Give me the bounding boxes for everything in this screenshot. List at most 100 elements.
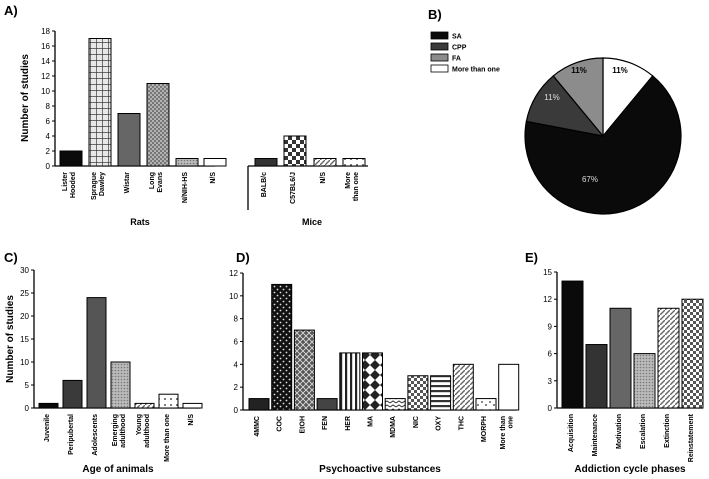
e-y-tick-label: 0 — [548, 404, 553, 413]
a-rats-x-tick-label: N/NIH-HS — [182, 172, 189, 203]
b-legend-swatch — [430, 42, 449, 51]
d-bar — [339, 352, 361, 411]
e-x-tick-label: Acquisition — [568, 414, 575, 452]
panel-label-b: B) — [428, 7, 442, 22]
d-x-tick-label: COC — [277, 416, 284, 432]
a-y-tick-label: 14 — [41, 57, 50, 66]
panel-label-d: D) — [236, 250, 250, 265]
d-x-tick-label: More thanone — [500, 416, 515, 450]
b-pie-label: 11% — [612, 66, 628, 75]
d-x-tick-label: HER — [345, 416, 352, 431]
d-y-tick-label: 10 — [229, 292, 238, 301]
d-y-tick-label: 12 — [229, 269, 238, 278]
d-y-tick-label: 4 — [234, 360, 239, 369]
d-bar — [293, 329, 315, 411]
c-bar — [158, 393, 179, 409]
c-y-tick-label: 15 — [20, 335, 29, 344]
a-group-label-mice: Mice — [302, 217, 322, 227]
c-y-tick-label: 10 — [20, 358, 29, 367]
panel-label-e: E) — [525, 250, 538, 265]
e-x-tick-label: Reinstatement — [688, 413, 695, 462]
a-rats-bar — [59, 150, 83, 167]
e-bar — [681, 298, 704, 409]
a-y-tick-label: 10 — [41, 87, 50, 96]
a-rats-x-tick-label: Wistar — [124, 172, 131, 194]
c-bar — [182, 402, 203, 409]
b-legend-label: SA — [452, 34, 462, 41]
chart-layer: A) B) C) D) E) 0 2 4 6 8 10 12 14 16 18 Number of studi… — [4, 3, 704, 475]
a-y-tick-label: 16 — [41, 42, 50, 51]
e-bar — [633, 353, 656, 409]
d-bar — [498, 363, 520, 411]
a-y-tick-label: 12 — [41, 72, 50, 81]
b-legend-label: FA — [452, 56, 461, 63]
c-y-axis-label: Number of studies — [5, 295, 16, 383]
a-rats-bar — [117, 113, 141, 167]
d-x-tick-label: MDMA — [390, 416, 397, 438]
b-pie-label: 67% — [582, 175, 598, 184]
a-mice-x-tick-label: N/S — [320, 172, 327, 184]
a-rats-bar — [175, 158, 199, 167]
b-legend-label: CPP — [452, 45, 467, 52]
c-y-tick-label: 5 — [25, 381, 30, 390]
e-y-tick-label: 6 — [548, 350, 553, 359]
panel-label-a: A) — [4, 3, 18, 18]
d-x-tick-label: EtOH — [299, 416, 306, 434]
d-x-axis-label: Psychoactive substances — [319, 464, 441, 475]
e-x-tick-label: Extinction — [664, 414, 671, 448]
a-y-tick-label: 2 — [46, 147, 51, 156]
d-bar — [430, 375, 452, 411]
a-rats-x-tick-label: ListerHooded — [62, 172, 77, 198]
panel-label-c: C) — [4, 250, 18, 265]
d-bar — [407, 375, 429, 411]
c-bar — [62, 379, 83, 409]
e-bar — [561, 280, 584, 409]
e-x-tick-label: Escalation — [640, 414, 647, 449]
e-x-tick-label: Maintenance — [592, 414, 599, 457]
c-x-tick-label: Adolescents — [92, 414, 99, 456]
a-rats-bar — [88, 38, 112, 167]
d-y-tick-label: 0 — [234, 406, 239, 415]
d-bar — [316, 398, 338, 411]
e-y-tick-label: 3 — [548, 377, 553, 386]
d-y-tick-label: 8 — [234, 315, 239, 324]
a-mice-x-tick-label: C57BL6/J — [290, 172, 297, 204]
a-mice-x-tick-label: Morethan one — [345, 172, 360, 201]
d-bar — [384, 398, 406, 411]
c-bar — [110, 361, 131, 409]
b-pie-slice-sa — [524, 75, 682, 215]
a-mice-bar — [313, 158, 337, 167]
a-group-label-rats: Rats — [130, 217, 150, 227]
d-x-tick-label: NIC — [413, 416, 420, 428]
a-y-axis-label: Number of studies — [20, 54, 31, 142]
e-bar — [609, 307, 632, 409]
a-y-tick-label: 4 — [46, 132, 51, 141]
d-bar — [248, 398, 270, 411]
e-bar — [657, 307, 680, 409]
d-x-tick-label: OXY — [436, 416, 443, 431]
e-y-tick-label: 12 — [543, 295, 552, 304]
c-x-tick-label: Juvenile — [44, 414, 51, 442]
d-bar — [475, 398, 497, 411]
c-bar — [86, 297, 107, 409]
d-bar — [362, 352, 383, 411]
a-y-tick-label: 6 — [46, 117, 51, 126]
a-y-tick-label: 8 — [46, 102, 51, 111]
d-x-tick-label: 4MMC — [254, 416, 261, 437]
c-y-tick-label: 20 — [20, 312, 29, 321]
a-rats-bar — [203, 158, 227, 167]
c-y-tick-label: 0 — [25, 404, 30, 413]
d-x-tick-label: THC — [458, 416, 465, 430]
b-legend-label: More than one — [452, 67, 500, 74]
a-rats-bar — [146, 83, 170, 167]
e-bar — [585, 344, 608, 409]
c-y-tick-label: 30 — [20, 266, 29, 275]
d-y-tick-label: 6 — [234, 338, 239, 347]
d-bar — [452, 363, 474, 411]
b-pie-label: 11% — [571, 66, 587, 75]
c-x-tick-label: More than one — [164, 414, 171, 462]
a-rats-x-tick-label: SpragueDawley — [91, 172, 106, 200]
a-rats-x-tick-label: N/S — [210, 172, 217, 184]
e-y-tick-label: 9 — [548, 322, 553, 331]
